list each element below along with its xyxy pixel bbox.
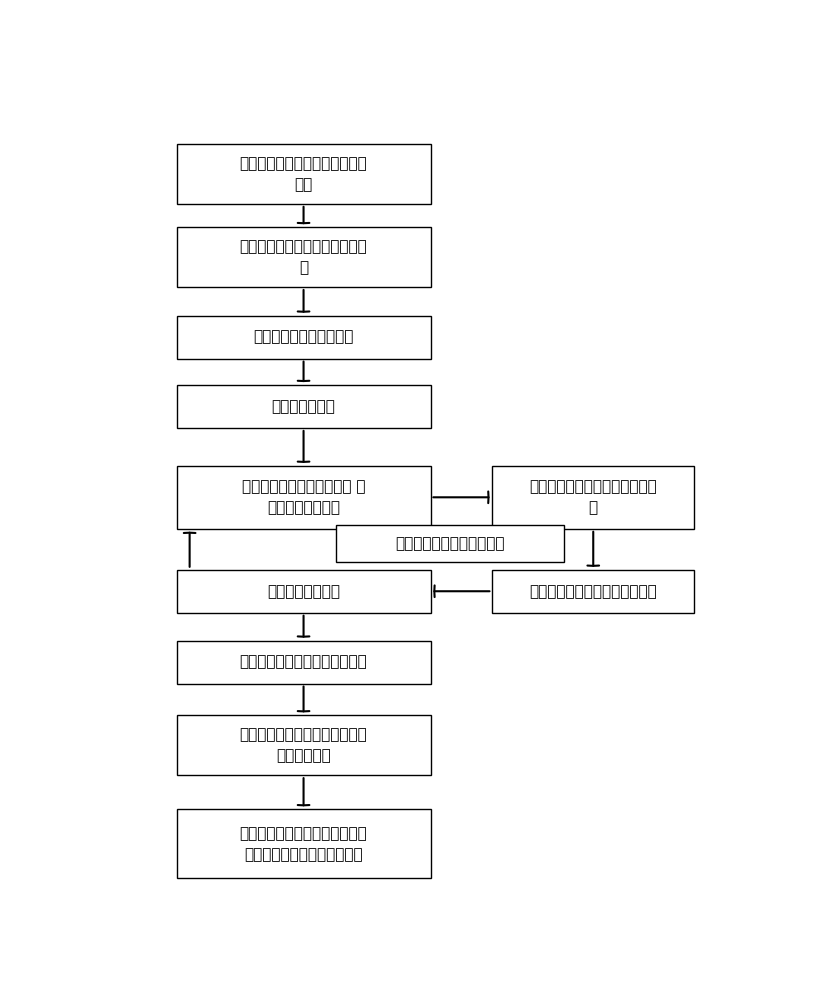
FancyBboxPatch shape xyxy=(176,144,431,204)
Text: 采用电化学沉积方式在铜籽晶层
上将沟槽填满: 采用电化学沉积方式在铜籽晶层 上将沟槽填满 xyxy=(239,727,367,763)
FancyBboxPatch shape xyxy=(176,641,431,684)
FancyBboxPatch shape xyxy=(176,385,431,428)
Text: 清除多余二乙基锌: 清除多余二乙基锌 xyxy=(267,584,340,599)
FancyBboxPatch shape xyxy=(176,570,431,613)
Text: 采用化学机械抛光方式去除多余
的物质，获得平整的晶片表面: 采用化学机械抛光方式去除多余 的物质，获得平整的晶片表面 xyxy=(239,826,367,862)
FancyBboxPatch shape xyxy=(176,715,431,775)
FancyBboxPatch shape xyxy=(492,466,694,529)
Text: 一个互连结构任意一层布线后的
衬底: 一个互连结构任意一层布线后的 衬底 xyxy=(239,156,367,192)
FancyBboxPatch shape xyxy=(176,466,431,529)
FancyBboxPatch shape xyxy=(336,525,564,562)
FancyBboxPatch shape xyxy=(176,809,431,878)
FancyBboxPatch shape xyxy=(176,227,431,287)
Text: 依次沉积刻蚀阻挡层、绝缘介质
层: 依次沉积刻蚀阻挡层、绝缘介质 层 xyxy=(239,239,367,275)
Text: 有限次数循环以达目标厚度: 有限次数循环以达目标厚度 xyxy=(396,536,505,551)
Text: 光刻刻蚀形成互连的沟槽: 光刻刻蚀形成互连的沟槽 xyxy=(254,330,354,345)
Text: 将二乙基锌吸附在扩散阻挡层上: 将二乙基锌吸附在扩散阻挡层上 xyxy=(529,584,657,599)
FancyBboxPatch shape xyxy=(176,316,431,359)
FancyBboxPatch shape xyxy=(492,570,694,613)
Text: 沉积扩散阻挡层: 沉积扩散阻挡层 xyxy=(271,399,335,414)
Text: 将双（六氟乙酰丙酮）合铜 吸
附在扩散阻挡层上: 将双（六氟乙酰丙酮）合铜 吸 附在扩散阻挡层上 xyxy=(242,479,365,515)
Text: 通入远程氢等离子体，表面处理: 通入远程氢等离子体，表面处理 xyxy=(239,655,367,670)
Text: 清除多余双（六氟乙酰丙酮）合
铜: 清除多余双（六氟乙酰丙酮）合 铜 xyxy=(529,479,657,515)
